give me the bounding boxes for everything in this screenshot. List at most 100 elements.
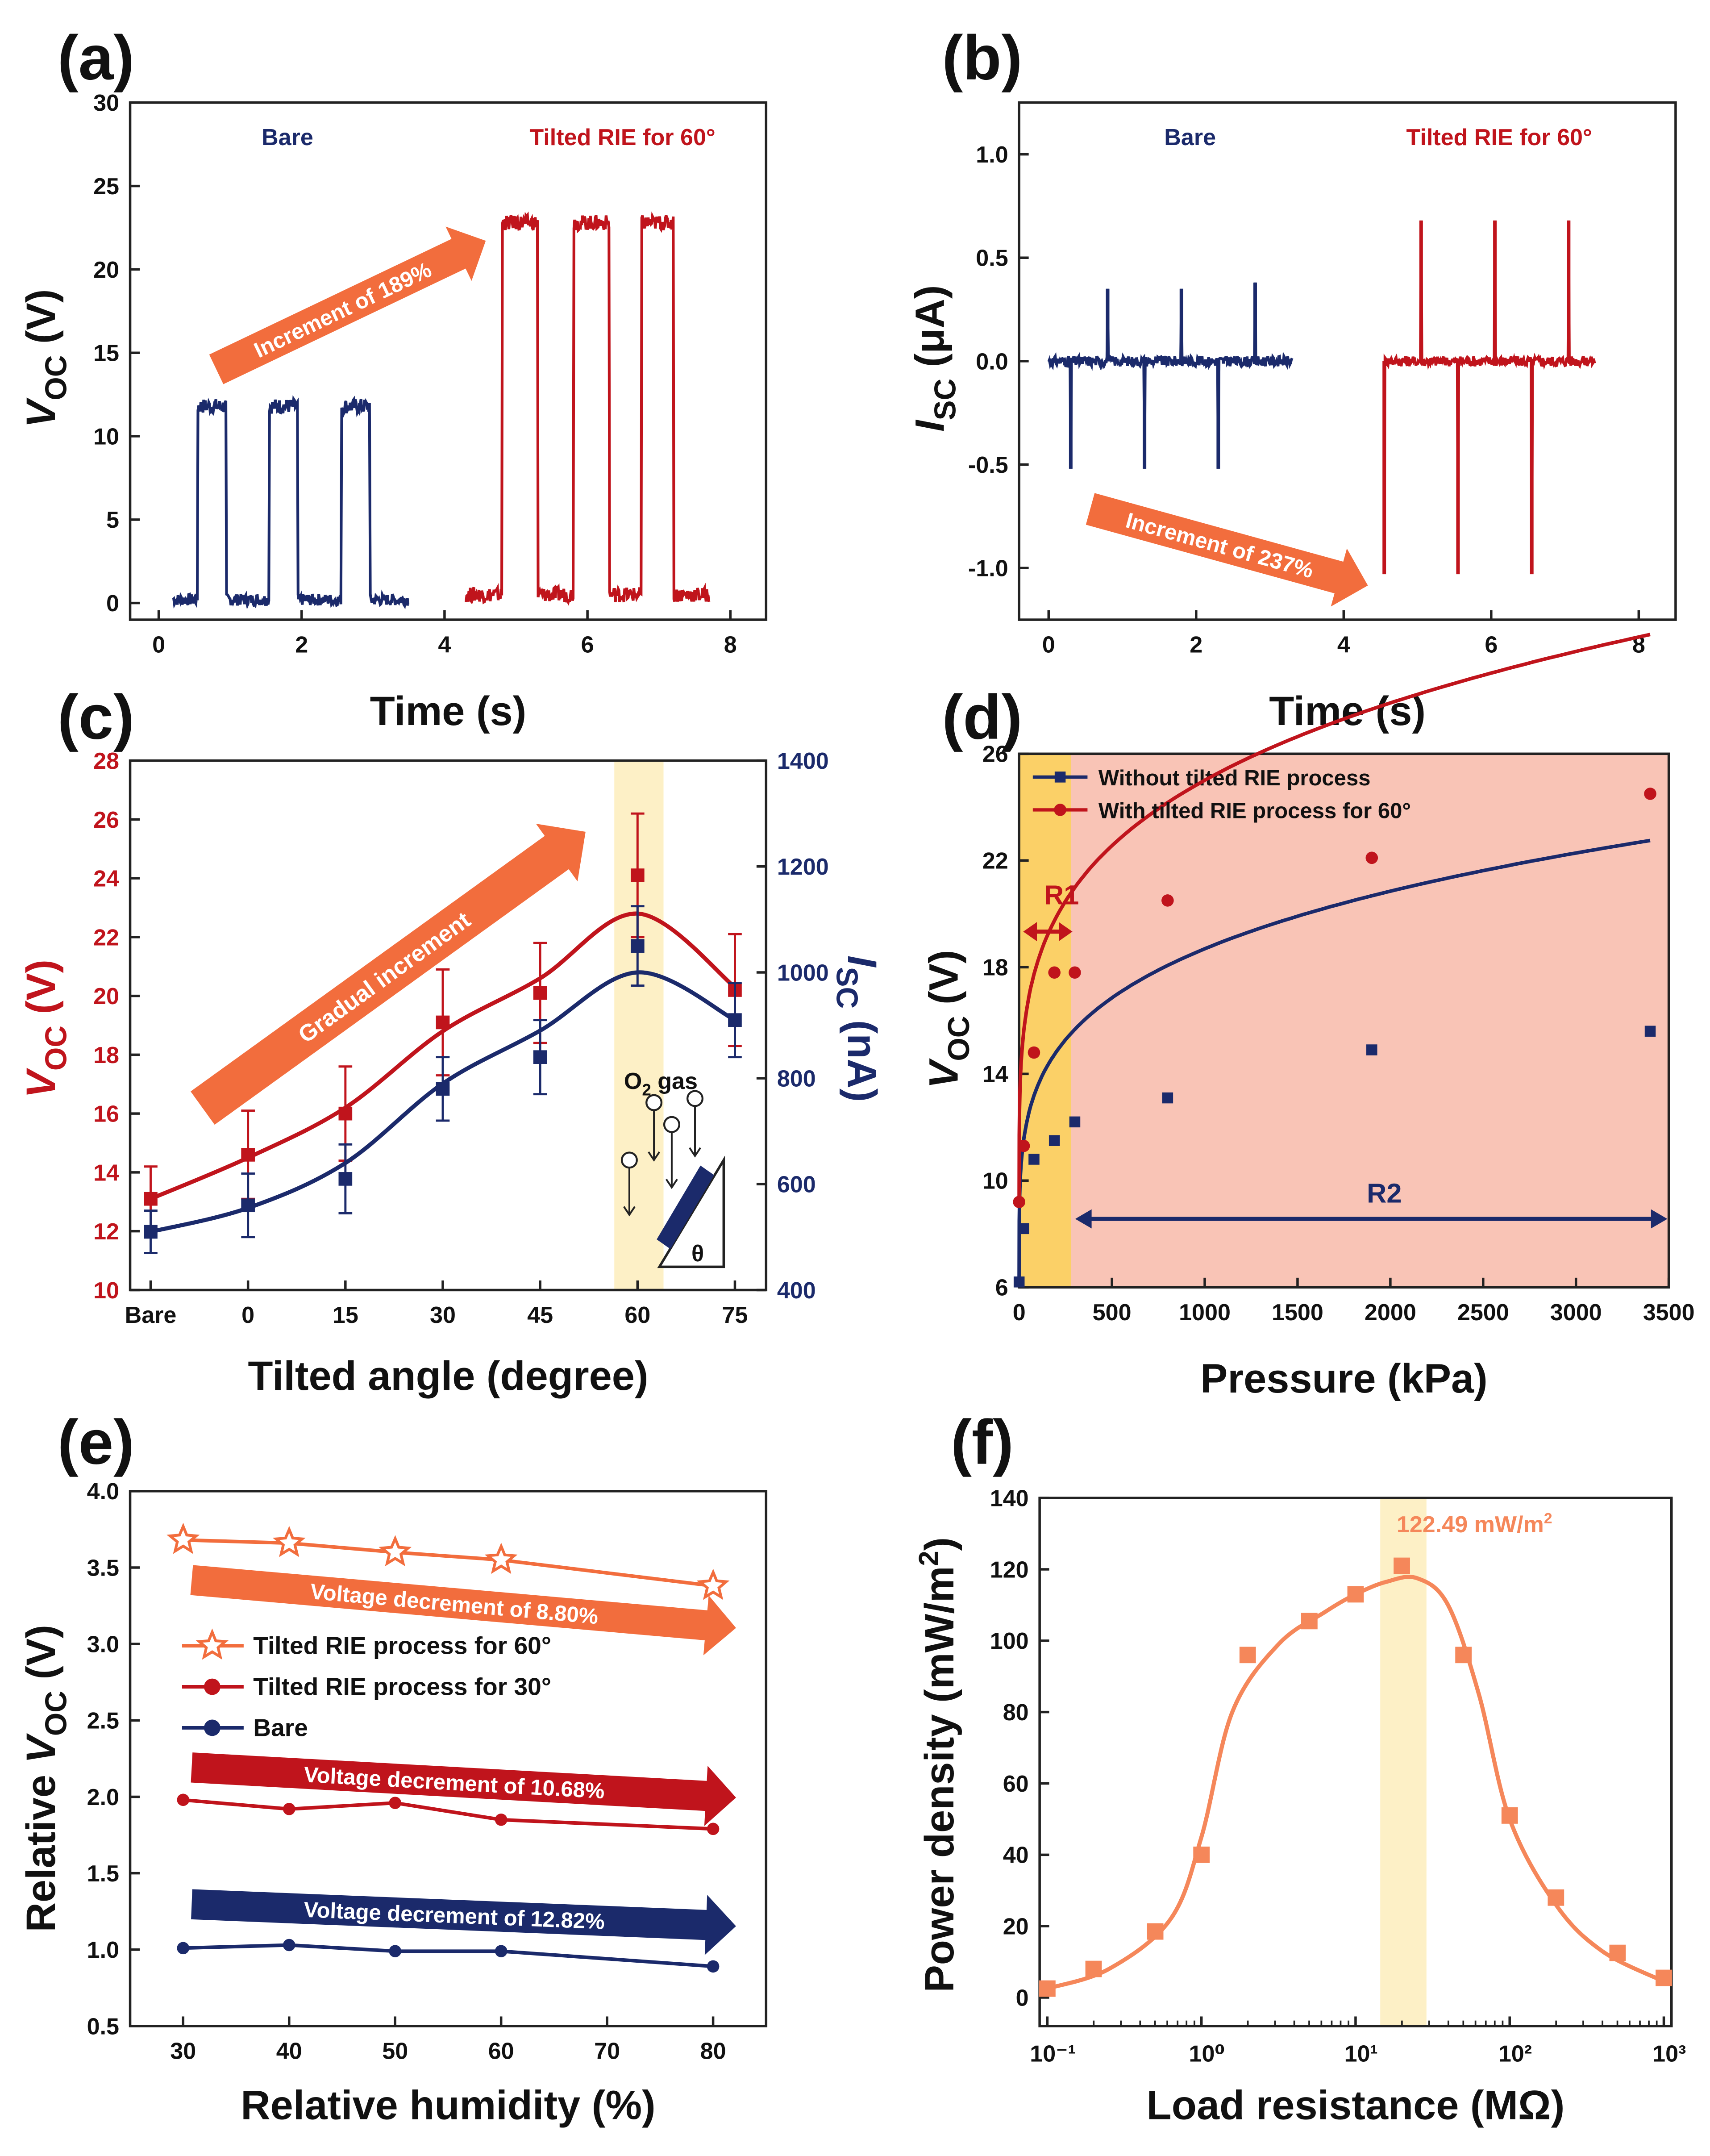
data-point-f-11 bbox=[1609, 1944, 1626, 1961]
legend-marker-d-0 bbox=[1054, 771, 1066, 783]
y-tick-label-e: 1.0 bbox=[87, 1937, 119, 1963]
region-label-r2-d: R2 bbox=[1367, 1178, 1402, 1208]
y-tick-label-f: 100 bbox=[990, 1628, 1029, 1654]
panel-label-e: (e) bbox=[58, 1407, 134, 1477]
series-line-a-1 bbox=[465, 211, 711, 606]
x-tick-label-f: 10² bbox=[1498, 2041, 1532, 2067]
y-tick-label-f: 0 bbox=[1016, 1985, 1029, 2011]
panel-label-d: (d) bbox=[942, 682, 1022, 752]
legend-marker-e-1 bbox=[204, 1678, 221, 1695]
y-tick-label-a: 0 bbox=[106, 591, 119, 617]
data-point-f-4 bbox=[1239, 1647, 1256, 1664]
x-tick-label-b: 2 bbox=[1190, 632, 1202, 658]
data-point-f-5 bbox=[1301, 1613, 1318, 1630]
series-line-b-1 bbox=[1383, 220, 1596, 575]
increment-arrow-b-shape bbox=[1086, 493, 1368, 607]
y2-tick-label-c: 600 bbox=[777, 1172, 816, 1198]
y2-tick-label-c: 800 bbox=[777, 1066, 816, 1092]
x-tick-label-c: 75 bbox=[722, 1302, 748, 1328]
data-point-f-7 bbox=[1394, 1557, 1410, 1574]
gas-molecule-c bbox=[663, 1116, 680, 1133]
x-tick-label-c: 15 bbox=[333, 1302, 358, 1328]
y-tick-label-a: 30 bbox=[93, 90, 119, 116]
panel-label-a: (a) bbox=[58, 22, 134, 93]
y-axis-label-d: VOC (V) bbox=[921, 950, 976, 1088]
data-point-d-0-4 bbox=[1069, 1116, 1081, 1128]
legend-marker-d-1 bbox=[1054, 804, 1066, 816]
x-tick-label-c: 0 bbox=[241, 1302, 254, 1328]
x-tick-label-c: 30 bbox=[430, 1302, 456, 1328]
y-tick-label-b: -1.0 bbox=[968, 556, 1008, 582]
data-point-d-1-6 bbox=[1365, 851, 1378, 864]
data-point-e-0-0 bbox=[166, 1522, 200, 1554]
legend-marker-e-0 bbox=[196, 1628, 229, 1660]
legend-label-e-0: Tilted RIE process for 60° bbox=[253, 1631, 551, 1659]
legend-label-b-0: Bare bbox=[1164, 125, 1216, 150]
y2-tick-label-c: 400 bbox=[777, 1278, 816, 1304]
gas-arrow-head-c bbox=[665, 1179, 678, 1189]
data-point-e-1-3 bbox=[495, 1814, 508, 1826]
legend-label-a-1: Tilted RIE for 60° bbox=[529, 125, 715, 150]
data-point-d-1-5 bbox=[1161, 894, 1174, 907]
legend-label-b-1: Tilted RIE for 60° bbox=[1406, 125, 1592, 150]
data-point-f-12 bbox=[1656, 1969, 1672, 1986]
y-tick-label-c: 10 bbox=[93, 1278, 119, 1304]
data-point-c-1-5 bbox=[630, 939, 645, 953]
data-point-c-0-3 bbox=[436, 1015, 450, 1030]
x-tick-label-a: 0 bbox=[152, 632, 165, 658]
y-tick-label-e: 4.0 bbox=[87, 1479, 119, 1505]
panel-label-b: (b) bbox=[942, 22, 1022, 93]
data-point-c-0-0 bbox=[144, 1192, 158, 1206]
data-point-d-1-3 bbox=[1048, 966, 1061, 979]
plot-frame-d bbox=[1018, 752, 1670, 1289]
y-tick-label-a: 5 bbox=[106, 507, 119, 533]
data-point-e-1-2 bbox=[389, 1797, 401, 1809]
x-tick-label-d: 3500 bbox=[1643, 1300, 1695, 1326]
decrement-arrow-e-0-shape bbox=[190, 1565, 736, 1656]
x-tick-label-a: 8 bbox=[724, 632, 737, 658]
data-point-c-0-4 bbox=[533, 986, 547, 1000]
data-point-e-1-1 bbox=[283, 1803, 295, 1815]
y2-tick-label-c: 1000 bbox=[777, 960, 829, 986]
y-tick-label-b: 0.0 bbox=[976, 349, 1008, 375]
y-axis-label-a: VOC (V) bbox=[18, 289, 73, 428]
x-tick-label-d: 2000 bbox=[1365, 1300, 1416, 1326]
increment-arrow-c-shape bbox=[191, 823, 586, 1125]
x-axis-label-d: Pressure (kPa) bbox=[1200, 1356, 1488, 1401]
y-tick-label-e: 2.5 bbox=[87, 1708, 119, 1734]
y-tick-label-b: -0.5 bbox=[968, 452, 1008, 478]
data-point-e-2-3 bbox=[495, 1945, 508, 1957]
x-tick-label-e: 30 bbox=[170, 2038, 196, 2064]
data-point-c-0-1 bbox=[241, 1148, 255, 1162]
y-tick-label-d: 6 bbox=[995, 1275, 1008, 1301]
gas-molecule-c bbox=[645, 1094, 663, 1111]
region-r1-d bbox=[1019, 754, 1071, 1288]
x-tick-label-b: 4 bbox=[1337, 632, 1350, 658]
y-tick-label-f: 40 bbox=[1003, 1843, 1029, 1868]
data-point-e-2-1 bbox=[283, 1939, 295, 1952]
y-tick-label-c: 12 bbox=[93, 1219, 119, 1245]
x-axis-label-b: Time (s) bbox=[1269, 688, 1426, 734]
x-tick-label-b: 0 bbox=[1042, 632, 1055, 658]
x-tick-label-a: 6 bbox=[581, 632, 594, 658]
y-tick-label-f: 80 bbox=[1003, 1700, 1029, 1726]
y-tick-label-a: 20 bbox=[93, 257, 119, 283]
data-point-f-2 bbox=[1147, 1923, 1164, 1940]
y-tick-label-c: 20 bbox=[93, 984, 119, 1009]
data-point-d-0-6 bbox=[1366, 1044, 1377, 1055]
data-point-d-0-0 bbox=[1013, 1276, 1025, 1288]
inset-angle-label-c: θ bbox=[691, 1241, 704, 1267]
y-tick-label-e: 1.5 bbox=[87, 1861, 119, 1887]
legend-marker-e-2 bbox=[204, 1719, 221, 1736]
plot-frame-e bbox=[129, 1490, 768, 2027]
y-tick-label-c: 18 bbox=[93, 1043, 119, 1068]
y-tick-label-d: 22 bbox=[982, 848, 1008, 874]
y-tick-label-b: 0.5 bbox=[976, 246, 1008, 271]
legend-label-e-2: Bare bbox=[253, 1714, 308, 1741]
data-point-c-1-1 bbox=[241, 1198, 255, 1213]
y-tick-label-d: 26 bbox=[982, 742, 1008, 767]
x-tick-label-d: 3000 bbox=[1550, 1300, 1602, 1326]
region-label-r1-d: R1 bbox=[1044, 880, 1079, 910]
series-line-b-0 bbox=[1047, 282, 1294, 469]
